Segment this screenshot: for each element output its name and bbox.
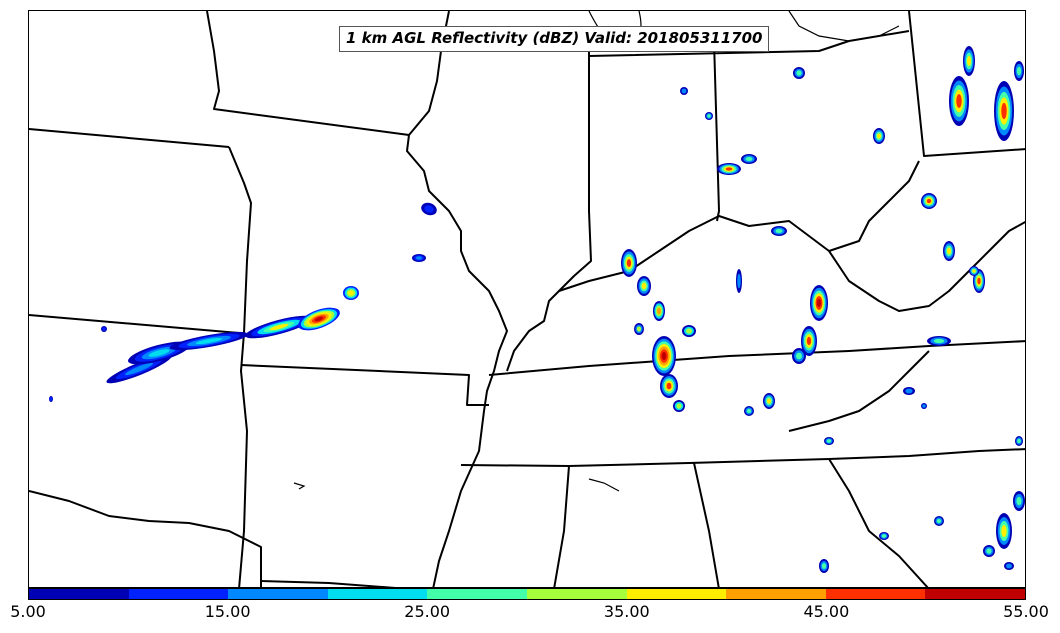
echo-cell: [956, 94, 962, 108]
map-panel: 1 km AGL Reflectivity (dBZ) Valid: 20180…: [28, 10, 1026, 588]
boundary-ga-sc: [828, 458, 929, 587]
boundary-ks-mo: [228, 146, 252, 587]
colorbar-segment: [925, 589, 1025, 599]
echo-cell: [881, 534, 887, 538]
echo-cell: [1001, 525, 1007, 537]
echo-cell: [1006, 563, 1012, 569]
echo-cell: [947, 247, 951, 255]
boundary-ok-tx: [29, 490, 262, 587]
echo-cell: [416, 256, 422, 260]
echo-cell: [986, 548, 992, 554]
echo-cell: [348, 290, 354, 296]
echo-cell: [686, 328, 692, 334]
boundary-ar-la: [260, 580, 396, 587]
echo-cell: [796, 352, 802, 360]
lake-erie-shore: [788, 11, 900, 42]
echo-cell: [746, 408, 752, 414]
echo-cell: [972, 269, 976, 273]
colorbar-tick-label: 45.00: [803, 602, 850, 621]
echo-cell: [269, 323, 289, 331]
lake-small-1: [293, 482, 306, 490]
echo-cell: [424, 205, 434, 213]
echo-cell: [967, 56, 971, 66]
colorbar-tick-label: 35.00: [603, 602, 650, 621]
boundary-va: [788, 350, 930, 432]
colorbar-segment: [228, 589, 328, 599]
echo-cell: [905, 388, 913, 394]
echo-cell: [657, 307, 661, 315]
echo-cell: [1017, 438, 1021, 444]
map-title: 1 km AGL Reflectivity (dBZ) Valid: 20180…: [339, 26, 770, 52]
colorbar-tick-label: 15.00: [204, 602, 251, 621]
lake-small-2: [588, 478, 620, 492]
colorbar-tick-label: 5.00: [10, 602, 46, 621]
colorbar-segment: [29, 589, 129, 599]
echo-cell: [1016, 496, 1022, 506]
echo-cell: [877, 133, 881, 139]
echo-cell: [626, 259, 632, 267]
echo-cell: [49, 397, 53, 401]
echo-cell: [977, 277, 981, 285]
echo-cell: [926, 198, 932, 204]
echo-cell: [666, 382, 672, 390]
echo-cell: [1001, 102, 1007, 120]
echo-cell: [195, 337, 223, 345]
echo-cell: [102, 327, 106, 331]
echo-cell: [933, 338, 945, 344]
echo-cell: [725, 167, 733, 171]
echo-cell: [636, 326, 642, 332]
echo-cell: [737, 273, 741, 289]
echo-cell: [767, 398, 771, 404]
echo-cell: [796, 70, 802, 76]
boundary-ia-mo: [29, 128, 230, 148]
echo-cell: [922, 404, 926, 408]
coastline: [293, 11, 900, 492]
boundary-il-in: [506, 41, 592, 372]
boundary-oh-pa: [908, 11, 1025, 157]
state-boundaries: [29, 11, 1025, 587]
boundary-mo-ar: [240, 364, 489, 406]
echo-cell: [816, 298, 822, 308]
colorbar-segment: [327, 589, 428, 599]
echo-cell: [1016, 66, 1022, 76]
colorbar-segment: [825, 589, 926, 599]
echo-cell: [707, 114, 711, 118]
echo-cell: [936, 518, 942, 524]
reflectivity-echoes: [49, 46, 1025, 573]
boundary-ky-tn: [488, 340, 1025, 376]
echo-cell: [681, 88, 687, 94]
echo-cell: [775, 228, 783, 234]
echo-cell: [826, 439, 832, 443]
boundary-ks-ne: [29, 314, 240, 334]
echo-cell: [676, 403, 682, 409]
boundary-ms-al: [553, 465, 570, 587]
colorbar-segment: [626, 589, 727, 599]
colorbar-segment: [526, 589, 627, 599]
echo-cell: [806, 336, 812, 346]
echo-cell: [821, 563, 827, 569]
colorbar-segment: [427, 589, 527, 599]
river-mississippi: [406, 134, 508, 587]
echo-cell: [745, 156, 753, 162]
boundary-tn-south: [460, 448, 1025, 467]
boundary-al-ga: [693, 462, 720, 587]
echo-cell: [314, 316, 324, 322]
boundary-in-oh: [713, 40, 720, 222]
colorbar-segment: [726, 589, 826, 599]
boundary-wv: [828, 220, 1025, 312]
echo-cell: [125, 362, 153, 376]
colorbar-tick-label: 55.00: [1003, 602, 1049, 621]
map-canvas: [29, 11, 1025, 587]
echo-cell: [641, 282, 647, 290]
echo-cell: [148, 349, 170, 357]
echo-cell: [661, 352, 667, 360]
colorbar-tick-label: 25.00: [404, 602, 451, 621]
colorbar-segment: [128, 589, 229, 599]
boundary-mo-ia: [206, 11, 410, 136]
colorbar: [28, 588, 1026, 600]
